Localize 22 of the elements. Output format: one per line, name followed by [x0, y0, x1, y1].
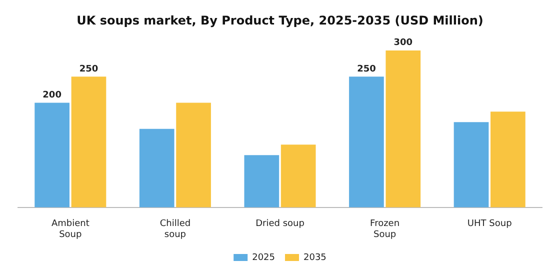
- bar: [349, 76, 384, 208]
- x-tick-label: Frozen Soup: [370, 219, 400, 240]
- bar: [244, 155, 280, 208]
- bar: [176, 102, 211, 208]
- bar: [139, 128, 174, 208]
- chart-title: UK soups market, By Product Type, 2025-2035 (USD Million): [76, 13, 484, 28]
- bar: [490, 112, 526, 208]
- data-label: 250: [357, 64, 376, 74]
- legend-label: 2035: [304, 252, 326, 263]
- x-tick-label: Ambient Soup: [51, 219, 90, 240]
- bar: [280, 144, 316, 208]
- bar: [386, 50, 421, 208]
- x-tick-label: Chilled soup: [160, 219, 191, 240]
- bar: [454, 122, 489, 208]
- bar: [71, 76, 106, 208]
- bar: [34, 102, 70, 208]
- data-label: 200: [42, 90, 62, 101]
- data-label: 300: [394, 38, 413, 48]
- legend-label: 2025: [252, 252, 275, 263]
- x-tick-label: Dried soup: [256, 219, 305, 230]
- x-tick-label: UHT Soup: [467, 219, 512, 230]
- data-label: 250: [79, 64, 98, 74]
